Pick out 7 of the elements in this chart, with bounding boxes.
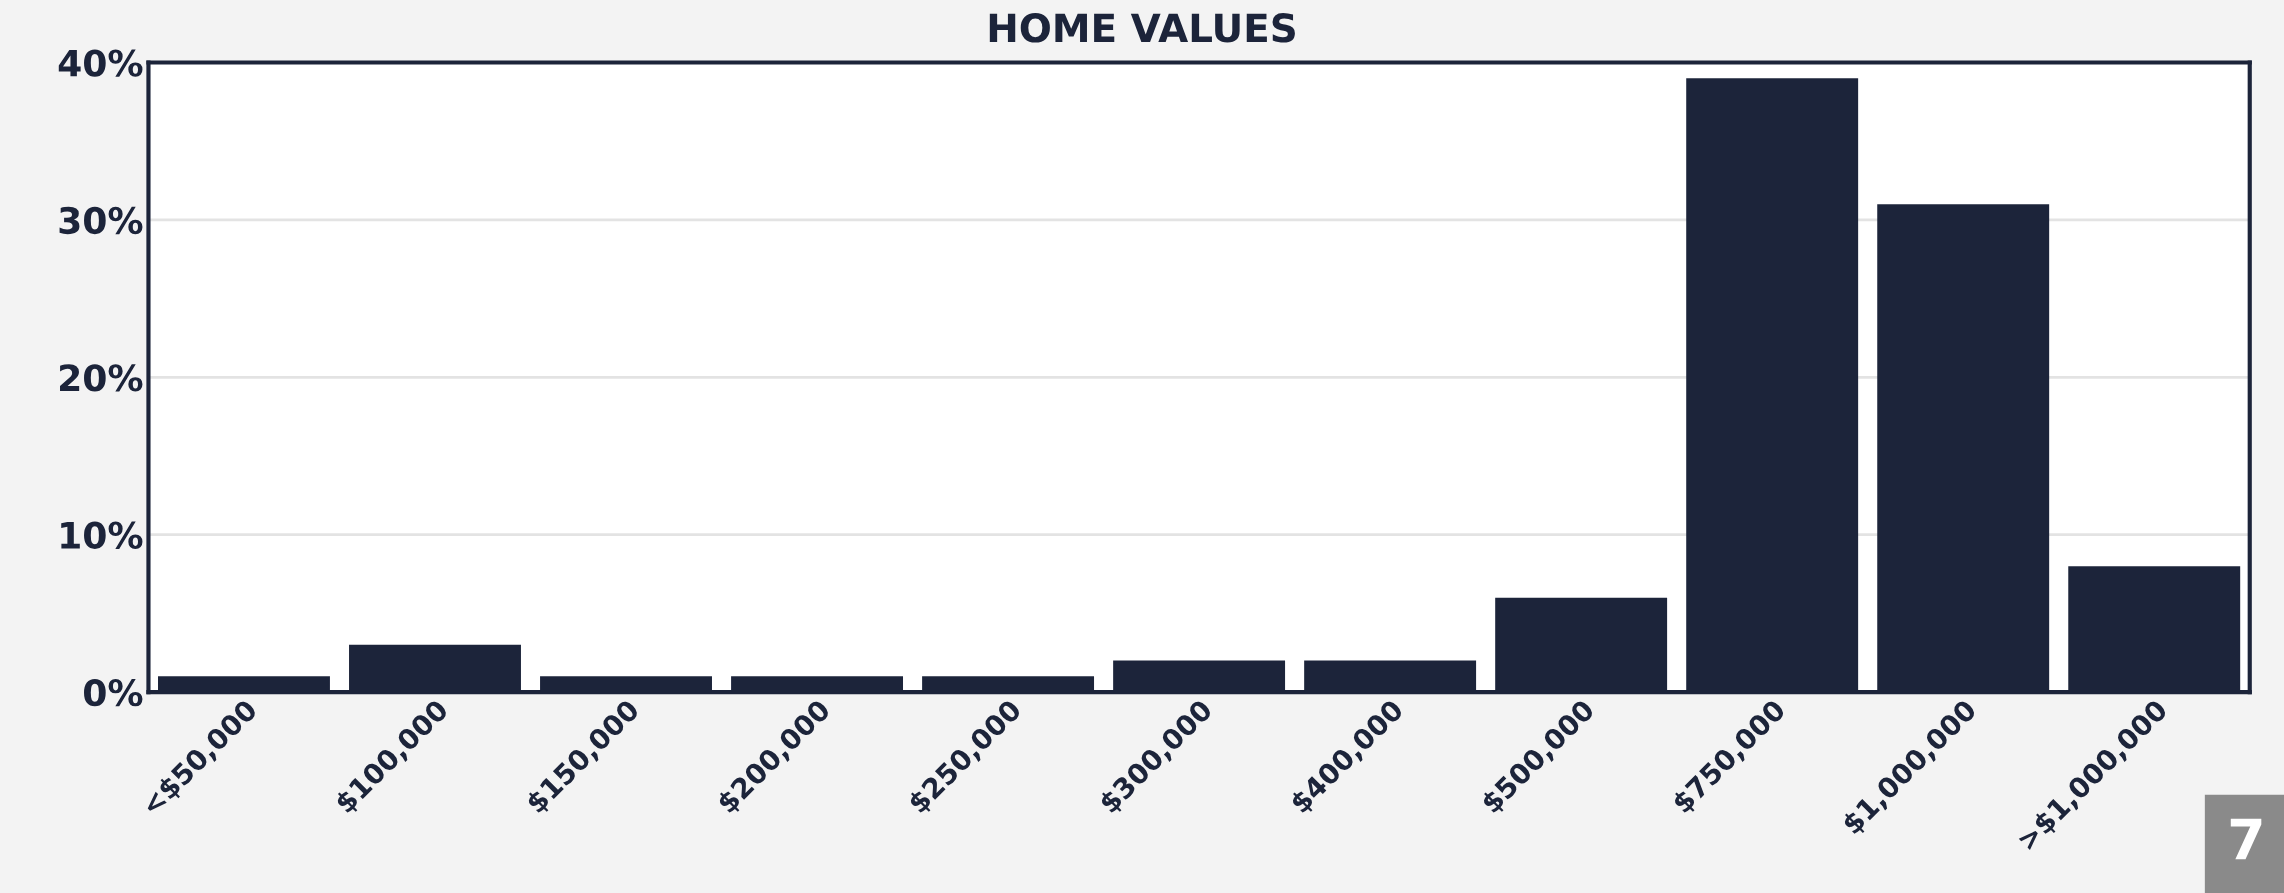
- y-tick-label: 40%: [58, 49, 143, 77]
- y-tick-label: 0%: [84, 678, 143, 707]
- y-tick-label: 20%: [60, 364, 143, 392]
- y-tick-label: 30%: [59, 206, 143, 235]
- y-tick-label: 10%: [61, 521, 143, 549]
- text: 7: [2230, 818, 2262, 860]
- chart-title: HOME VALUES: [989, 13, 1295, 43]
